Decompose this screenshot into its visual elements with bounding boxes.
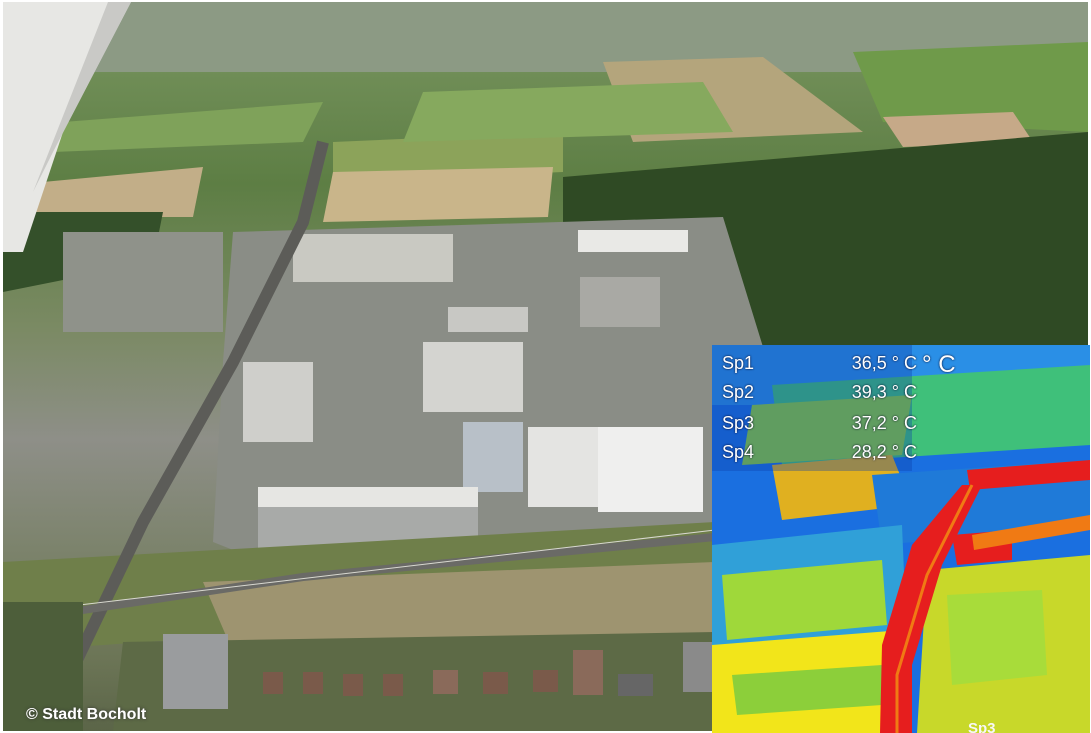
field <box>33 167 203 217</box>
spot-row: Sp3 37,2 ° C <box>722 413 917 437</box>
spot-temperature: 36,5 ° C <box>851 353 917 373</box>
thermal-roof-green-2 <box>722 560 887 640</box>
house <box>383 674 403 696</box>
spot-temperature: 37,2 ° C <box>851 413 917 433</box>
factory-building <box>423 342 523 412</box>
field <box>853 42 1088 132</box>
spot-name: Sp2 <box>722 382 755 402</box>
meadow <box>203 562 715 652</box>
spot-table-backdrop <box>712 345 912 471</box>
road-marking <box>3 529 716 615</box>
factory-building <box>448 307 528 332</box>
main-road <box>37 140 329 731</box>
buildings-left <box>63 232 223 332</box>
thermal-image-inset: Sp1 36,5 ° C Sp2 39,3 ° C Sp3 37,2 ° C S… <box>712 345 1090 733</box>
spot-row: Sp1 36,5 ° C <box>722 353 917 377</box>
house <box>618 674 653 696</box>
factory-building <box>580 277 660 327</box>
thermal-hot-road-2 <box>967 460 1090 490</box>
spot-marker-label: Sp3 <box>968 720 996 733</box>
house <box>343 674 363 696</box>
field <box>323 167 553 222</box>
forest <box>563 132 1088 347</box>
cross-road <box>3 533 716 626</box>
copyright-notice: © Stadt Bocholt <box>26 706 147 723</box>
spot-temperature: 39,3 ° C <box>851 382 917 402</box>
house <box>483 672 508 694</box>
temperature-unit-label: ° C <box>922 351 956 378</box>
residential-area <box>113 632 715 731</box>
warehouse-roof <box>258 487 478 507</box>
house <box>433 670 458 694</box>
aircraft-strut <box>3 2 131 252</box>
factory-building <box>598 427 703 512</box>
house <box>303 672 323 694</box>
field <box>403 82 733 142</box>
thermal-scene <box>712 345 1090 733</box>
spot-name: Sp1 <box>722 353 755 373</box>
trees-bottom-left <box>3 602 83 731</box>
spot-measurement-table: Sp1 36,5 ° C Sp2 39,3 ° C Sp3 37,2 ° C S… <box>712 345 917 471</box>
spot-row: Sp2 39,3 ° C <box>722 382 917 406</box>
apartment-block <box>163 634 228 709</box>
thermal-roof-green-4 <box>947 590 1047 685</box>
thermal-hot-road <box>880 485 982 733</box>
house <box>683 642 715 692</box>
factory-building <box>578 230 688 252</box>
factory-building <box>243 362 313 442</box>
solar-roof-building <box>463 422 523 492</box>
thermal-road-edge <box>895 484 974 733</box>
spot-row: Sp4 28,2 ° C <box>722 442 917 466</box>
thermal-roof-yellowgreen <box>742 395 912 465</box>
field <box>883 112 1033 147</box>
house <box>533 670 558 692</box>
spot-temperature: 28,2 ° C <box>851 442 917 462</box>
factory-building <box>293 234 453 282</box>
thermal-warm-edge <box>972 515 1090 550</box>
aerial-scene <box>3 2 1088 731</box>
field <box>53 102 323 152</box>
spot-name: Sp3 <box>722 413 755 433</box>
spot-name: Sp4 <box>722 442 755 462</box>
house <box>263 672 283 694</box>
house <box>573 650 603 695</box>
thermal-roof-green-3 <box>732 665 882 715</box>
